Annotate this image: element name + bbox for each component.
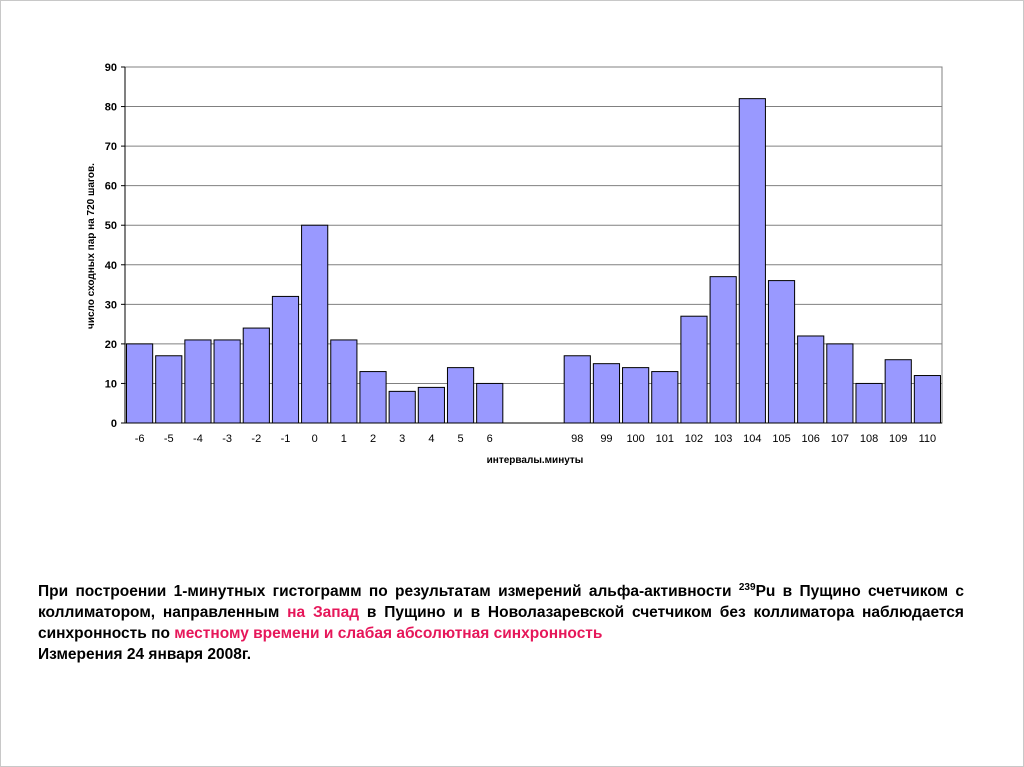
x-tick-label: 3: [399, 433, 405, 445]
bar: [651, 371, 679, 424]
x-tick-label: 5: [457, 433, 463, 445]
bar: [563, 355, 591, 424]
caption-part-2: Pu в Пущино счетчиком с коллиматором, на…: [38, 583, 964, 621]
y-axis-label: число сходных пар на 720 шагов.: [86, 163, 97, 329]
x-tick-label: 102: [685, 433, 703, 445]
x-axis-ticks: -6 -5 -4 -3 -2 -1 0 1 2 3 4 5 6 98 99 100 101 102 103 104 10…: [135, 433, 936, 445]
caption-part-3: в Пущино и в Новолазаревской счетчиком б…: [38, 604, 964, 642]
bar: [797, 335, 825, 424]
x-tick-label: 2: [370, 433, 376, 445]
bar: [826, 343, 854, 424]
bar: [913, 375, 941, 424]
x-tick-label: 105: [772, 433, 790, 445]
x-tick-label: 1: [341, 433, 347, 445]
y-tick-label: 70: [105, 141, 117, 153]
x-tick-label: -5: [164, 433, 174, 445]
bar: [126, 343, 154, 424]
bar: [155, 355, 183, 424]
bar: [709, 276, 737, 424]
bar: [184, 339, 212, 424]
y-tick-label: 80: [105, 102, 117, 114]
bar: [213, 339, 241, 424]
x-tick-label: 98: [571, 433, 583, 445]
x-tick-label: 0: [312, 433, 318, 445]
isotope-superscript: 239: [738, 581, 756, 593]
highlight-sync: местному времени и слабая абсолютная син…: [174, 625, 603, 642]
bar: [592, 363, 621, 424]
x-tick-label: 106: [802, 433, 820, 445]
bar: [622, 367, 650, 424]
x-tick-label: 108: [860, 433, 878, 445]
bar: [242, 327, 270, 424]
x-tick-label: -2: [251, 433, 261, 445]
y-tick-label: 60: [105, 181, 117, 193]
caption-text: При построении 1-минутных гистограмм по …: [38, 581, 964, 665]
bar: [446, 367, 475, 424]
y-tick-label: 20: [105, 339, 117, 351]
highlight-west: на Запад: [287, 604, 360, 621]
bar: [359, 371, 387, 424]
x-tick-label: 6: [487, 433, 493, 445]
y-tick-label: 30: [105, 299, 117, 311]
x-tick-label: 103: [714, 433, 732, 445]
bars: [126, 98, 941, 424]
x-axis-label: интервалы.минуты: [487, 455, 584, 466]
y-tick-label: 10: [105, 378, 117, 390]
bar: [476, 382, 504, 424]
x-tick-label: -1: [281, 433, 291, 445]
y-tick-label: 90: [105, 62, 117, 74]
x-tick-label: 100: [626, 433, 644, 445]
bar: [855, 382, 883, 424]
bar: [301, 224, 329, 424]
x-tick-label: -3: [222, 433, 232, 445]
x-tick-label: 109: [889, 433, 907, 445]
x-tick-label: 104: [743, 433, 761, 445]
caption-part-1: При построении 1-минутных гистограмм по …: [38, 583, 739, 600]
y-tick-label: 40: [105, 260, 117, 272]
x-tick-label: 107: [831, 433, 849, 445]
x-tick-label: 99: [600, 433, 612, 445]
bar: [271, 295, 300, 424]
bar: [680, 315, 708, 424]
x-tick-label: 4: [428, 433, 434, 445]
bar: [417, 386, 445, 424]
caption-date: Измерения 24 января 2008г.: [38, 646, 252, 663]
x-tick-label: 101: [656, 433, 674, 445]
histogram-chart: 0 10 20 30 40 50 60 70 80 90 -6 -5 -4 -3 -2 -1 0 1 2 3 4 5 6 9…: [86, 62, 943, 466]
y-tick-label: 50: [105, 220, 117, 232]
bar: [330, 339, 358, 424]
y-tick-label: 0: [111, 418, 117, 430]
bar: [738, 98, 766, 424]
bar: [388, 390, 416, 424]
x-tick-label: -6: [135, 433, 145, 445]
bar: [767, 280, 796, 424]
x-tick-label: 110: [919, 433, 937, 445]
x-tick-label: -4: [193, 433, 203, 445]
bar: [884, 359, 912, 424]
